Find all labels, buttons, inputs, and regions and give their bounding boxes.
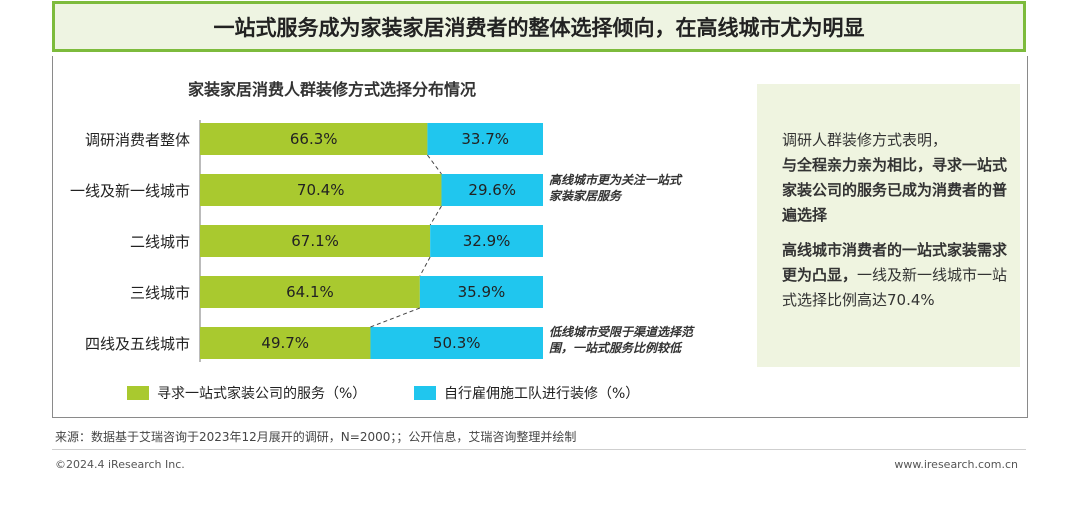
category-label-tier45: 四线及五线城市 bbox=[84, 335, 190, 353]
data-label-s0-c2: 67.1% bbox=[291, 232, 339, 250]
annotation-high-tier: 高线城市更为关注一站式 家装家居服务 bbox=[549, 172, 681, 204]
bar-segment-s0-c1 bbox=[200, 174, 442, 206]
category-label-tier1: 一线及新一线城市 bbox=[69, 182, 190, 200]
split-connector-3 bbox=[370, 307, 421, 328]
footer-divider bbox=[52, 449, 1026, 450]
legend-item-one-stop: 寻求一站式家装公司的服务（%） bbox=[127, 384, 366, 402]
content-frame bbox=[52, 56, 1028, 418]
header-banner: 一站式服务成为家装家居消费者的整体选择倾向，在高线城市尤为明显 bbox=[52, 1, 1026, 52]
insight-p2-bold: 高线城市消费者的一站式家装需求更为凸显， bbox=[782, 241, 1008, 284]
page-title: 一站式服务成为家装家居消费者的整体选择倾向，在高线城市尤为明显 bbox=[213, 15, 865, 40]
data-label-s0-c0: 66.3% bbox=[290, 130, 338, 148]
data-label-s0-c4: 49.7% bbox=[261, 334, 309, 352]
annotation-high-line2: 家装家居服务 bbox=[549, 189, 622, 203]
bar-segment-s1-c1 bbox=[441, 174, 543, 206]
annotation-low-line2: 围，一站式服务比例较低 bbox=[549, 341, 682, 355]
legend-swatch-green bbox=[127, 386, 149, 400]
copyright: ©2024.4 iResearch Inc. bbox=[55, 458, 185, 471]
data-label-s1-c3: 35.9% bbox=[458, 283, 506, 301]
insight-p2-rest: 一线及新一线城市一站式选择比例高达70.4% bbox=[782, 266, 1008, 309]
annotation-high-line1: 高线城市更为关注一站式 bbox=[549, 173, 682, 187]
data-label-s0-c1: 70.4% bbox=[297, 181, 345, 199]
insight-panel: 调研人群装修方式表明， 与全程亲力亲为相比，寻求一站式家装公司的服务已成为消费者的… bbox=[757, 84, 1020, 367]
bar-segment-s1-c2 bbox=[430, 225, 543, 257]
split-connector-0 bbox=[427, 154, 442, 175]
annotation-low-line1: 低线城市受限于渠道选择范 bbox=[549, 325, 694, 339]
insight-paragraph-1: 调研人群装修方式表明， 与全程亲力亲为相比，寻求一站式家装公司的服务已成为消费者的… bbox=[782, 128, 1010, 228]
bar-segment-s0-c3 bbox=[200, 276, 420, 308]
insight-paragraph-2: 高线城市消费者的一站式家装需求更为凸显，一线及新一线城市一站式选择比例高达70.… bbox=[782, 238, 1010, 313]
category-label-tier3: 三线城市 bbox=[129, 284, 190, 302]
legend-swatch-blue bbox=[414, 386, 436, 400]
website-url: www.iresearch.com.cn bbox=[894, 458, 1018, 471]
insight-p1-intro: 调研人群装修方式表明， bbox=[782, 131, 948, 149]
split-connector-1 bbox=[429, 205, 442, 226]
data-label-s0-c3: 64.1% bbox=[286, 283, 334, 301]
insight-p1-bold: 与全程亲力亲为相比，寻求一站式家装公司的服务已成为消费者的普遍选择 bbox=[782, 156, 1008, 224]
bar-segment-s0-c0 bbox=[200, 123, 428, 155]
data-label-s1-c2: 32.9% bbox=[463, 232, 511, 250]
legend-label-one-stop: 寻求一站式家装公司的服务（%） bbox=[157, 386, 367, 402]
data-label-s1-c4: 50.3% bbox=[433, 334, 481, 352]
legend-label-self-hire: 自行雇佣施工队进行装修（%） bbox=[444, 386, 640, 402]
legend-item-self-hire: 自行雇佣施工队进行装修（%） bbox=[414, 384, 639, 402]
insight-text: 调研人群装修方式表明， 与全程亲力亲为相比，寻求一站式家装公司的服务已成为消费者的… bbox=[782, 128, 1010, 323]
source-note: 来源：数据基于艾瑞咨询于2023年12月展开的调研，N=2000；；公开信息，艾… bbox=[55, 430, 577, 444]
category-label-tier2: 二线城市 bbox=[129, 233, 190, 251]
bar-segment-s1-c3 bbox=[419, 276, 543, 308]
bar-segment-s1-c4 bbox=[370, 327, 543, 359]
data-label-s1-c0: 33.7% bbox=[461, 130, 509, 148]
annotation-low-tier: 低线城市受限于渠道选择范 围，一站式服务比例较低 bbox=[549, 324, 693, 356]
bar-segment-s0-c4 bbox=[200, 327, 371, 359]
split-connector-2 bbox=[419, 256, 431, 277]
category-label-overall: 调研消费者整体 bbox=[84, 131, 190, 149]
bar-segment-s1-c0 bbox=[427, 123, 543, 155]
bar-segment-s0-c2 bbox=[200, 225, 431, 257]
data-label-s1-c1: 29.6% bbox=[468, 181, 516, 199]
chart-title: 家装家居消费人群装修方式选择分布情况 bbox=[188, 80, 477, 99]
